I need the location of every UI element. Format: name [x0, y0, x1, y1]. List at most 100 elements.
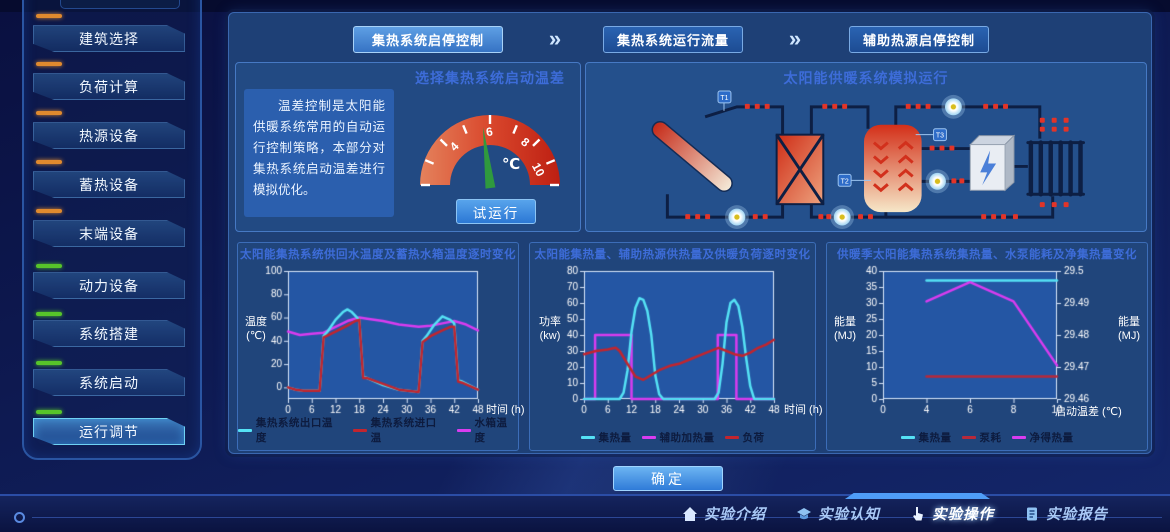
- legend-dash: [641, 436, 656, 439]
- sensor-t1-label: T1: [720, 95, 728, 102]
- nav-item-cognition[interactable]: 实验认知: [796, 503, 880, 524]
- legend-dash: [352, 428, 367, 432]
- gauge-description-text: 温差控制是太阳能供暖系统常用的自动运行控制策略，本部分对集热系统启动温差进行模拟…: [253, 99, 385, 197]
- legend-dash: [456, 428, 471, 432]
- sidebar-item-operation-adjust[interactable]: 运行调节: [33, 418, 185, 445]
- x-axis-label: 时间 (h): [486, 404, 525, 416]
- bar-line: [32, 517, 1162, 518]
- solar-system-schematic: T1 T2 T3: [651, 90, 1085, 229]
- chart-title: 太阳能集热系统供回水温度及蓄热水箱温度逐时变化: [240, 249, 516, 261]
- svg-text:6: 6: [485, 124, 494, 139]
- gauge-panel: 选择集热系统启动温差 温差控制是太阳能供暖系统常用的自动运行控制策略，本部分对集…: [235, 62, 581, 232]
- trial-run-button[interactable]: 试运行: [456, 199, 536, 224]
- sidebar-accent-dash: [36, 312, 62, 316]
- flow-step-collector-flow[interactable]: 集热系统运行流量: [603, 26, 743, 53]
- pump-icons: [724, 94, 966, 229]
- gauge-unit-label: ℃: [502, 156, 520, 173]
- sidebar-accent-dash: [36, 209, 62, 213]
- heat-exchanger: [775, 133, 825, 206]
- gauge-ticks: [421, 115, 559, 187]
- radiator: [1026, 140, 1085, 197]
- solar-collector: [651, 121, 733, 193]
- y-axis-label-right: 能量 (MJ): [1118, 316, 1140, 343]
- legend-item: 负荷: [724, 430, 765, 445]
- chart-title: 太阳能集热量、辅助热源供热量及供暖负荷逐时变化: [534, 249, 811, 261]
- line-chart-temperatures[interactable]: [258, 263, 486, 421]
- temperature-gauge[interactable]: 4 6 8 10 ℃: [412, 101, 568, 193]
- gauge-panel-title: 选择集热系统启动温差: [415, 70, 565, 86]
- bar-accent: [845, 493, 990, 499]
- sidebar-item-heat-storage[interactable]: 蓄热设备: [33, 171, 185, 198]
- sidebar-item-building[interactable]: 建筑选择: [33, 25, 185, 52]
- sidebar-accent-dash: [36, 160, 62, 164]
- gauge-dial: [420, 115, 560, 185]
- sensor-t3-label: T3: [936, 133, 944, 140]
- legend-dash: [238, 428, 252, 432]
- chart-panel-energy: 供暖季太阳能集热系统集热量、水泵能耗及净集热量变化 能量 (MJ) 能量 (MJ…: [826, 242, 1148, 451]
- sidebar-item-system-build[interactable]: 系统搭建: [33, 320, 185, 347]
- top-strip: [0, 0, 1170, 12]
- main-panel: 集热系统启停控制 » 集热系统运行流量 » 辅助热源启停控制 选择集热系统启动温…: [228, 12, 1152, 454]
- diagram-panel-title: 太阳能供暖系统模拟运行: [783, 70, 949, 86]
- legend-item: 集热量: [900, 430, 952, 445]
- sidebar-item-heat-source[interactable]: 热源设备: [33, 122, 185, 149]
- gauge-description: 温差控制是太阳能供暖系统常用的自动运行控制策略，本部分对集热系统启动温差进行模拟…: [244, 89, 394, 217]
- chevron-right-icon: »: [788, 26, 801, 51]
- bottom-nav: 实验介绍 实验认知 实验操作: [682, 503, 1162, 524]
- report-icon: [1027, 507, 1037, 520]
- flow-step-collector-startstop[interactable]: 集热系统启停控制: [353, 26, 503, 53]
- sidebar-accent-dash: [36, 62, 62, 66]
- chart-legend: 集热量 辅助加热量 负荷: [530, 430, 815, 445]
- gauge-needle: [483, 127, 496, 189]
- legend-item: 集热量: [580, 430, 632, 445]
- line-chart-power[interactable]: [554, 263, 782, 421]
- legend-dash: [900, 436, 915, 439]
- sidebar-item-partial: [60, 0, 180, 9]
- nav-item-report[interactable]: 实验报告: [1024, 503, 1108, 524]
- sidebar-accent-dash: [36, 264, 62, 268]
- x-axis-label: 时间 (h): [784, 404, 823, 416]
- legend-dash: [724, 436, 739, 439]
- legend-item: 集热系统出口温度: [238, 415, 343, 445]
- legend-item: 净得热量: [1011, 430, 1074, 445]
- sidebar-item-terminal[interactable]: 末端设备: [33, 220, 185, 247]
- sidebar-item-system-start[interactable]: 系统启动: [33, 369, 185, 396]
- legend-item: 集热系统进口温: [352, 415, 447, 445]
- chart-legend: 集热系统出口温度 集热系统进口温 水箱温度: [238, 415, 518, 445]
- sensor-t2-label: T2: [841, 178, 849, 185]
- nav-item-operation[interactable]: 实验操作: [910, 503, 994, 524]
- sidebar-item-load[interactable]: 负荷计算: [33, 73, 185, 100]
- legend-dash: [580, 436, 595, 439]
- flow-step-aux-source[interactable]: 辅助热源启停控制: [849, 26, 989, 53]
- x-axis-label: 启动温差 (℃): [1055, 406, 1122, 418]
- line-chart-energy[interactable]: [853, 263, 1109, 421]
- sidebar-accent-dash: [36, 410, 62, 414]
- legend-dash: [961, 436, 976, 439]
- nav-item-intro[interactable]: 实验介绍: [682, 503, 766, 524]
- chart-legend: 集热量 泵耗 净得热量: [827, 430, 1147, 445]
- chart-title: 供暖季太阳能集热系统集热量、水泵能耗及净集热量变化: [837, 249, 1137, 261]
- legend-item: 水箱温度: [456, 415, 518, 445]
- confirm-button[interactable]: 确定: [613, 466, 723, 491]
- graduation-cap-icon: [797, 507, 811, 519]
- bottom-bar: 实验介绍 实验认知 实验操作: [0, 493, 1170, 532]
- storage-tank: [864, 124, 922, 213]
- legend-item: 辅助加热量: [641, 430, 715, 445]
- sidebar-accent-dash: [36, 111, 62, 115]
- svg-text:10: 10: [529, 160, 548, 179]
- diagram-panel: 太阳能供暖系统模拟运行: [585, 62, 1147, 232]
- legend-item: 泵耗: [961, 430, 1002, 445]
- auxiliary-heater: [969, 134, 1016, 192]
- chart-panel-temperatures: 太阳能集热系统供回水温度及蓄热水箱温度逐时变化 温度 (℃) 时间 (h) 集热…: [237, 242, 525, 451]
- y-axis-label: 能量 (MJ): [834, 316, 856, 343]
- sensor-tags: T1 T2 T3: [717, 90, 947, 187]
- hand-pointer-icon: [913, 506, 923, 520]
- sidebar-item-power[interactable]: 动力设备: [33, 272, 185, 299]
- bar-ring-icon: [14, 512, 25, 523]
- legend-dash: [1011, 436, 1026, 439]
- home-icon: [683, 506, 697, 521]
- flow-dots: [685, 103, 1069, 220]
- sidebar-accent-dash: [36, 14, 62, 18]
- chart-panel-power: 太阳能集热量、辅助热源供热量及供暖负荷逐时变化 功率 (kw) 时间 (h) 集…: [529, 242, 823, 451]
